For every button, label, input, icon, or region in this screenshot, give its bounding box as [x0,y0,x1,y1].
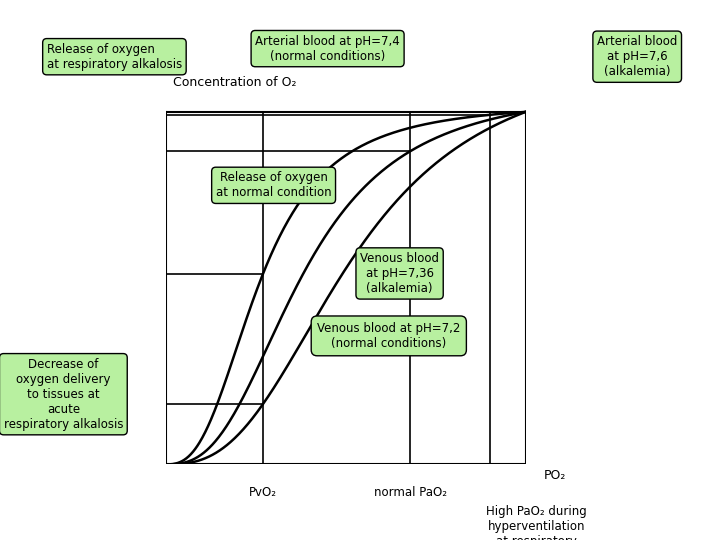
Text: Concentration of O₂: Concentration of O₂ [0,539,1,540]
Text: High PaO₂ during
hyperventilation
at respiratory
alkalosis: High PaO₂ during hyperventilation at res… [486,505,587,540]
Text: Release of oxygen
at respiratory alkalosis: Release of oxygen at respiratory alkalos… [47,43,182,71]
Text: Venous blood
at pH=7,36
(alkalemia): Venous blood at pH=7,36 (alkalemia) [360,252,439,295]
Text: PO₂: PO₂ [0,539,1,540]
Text: Decrease of
oxygen delivery
to tissues at
acute
respiratory alkalosis: Decrease of oxygen delivery to tissues a… [4,357,123,431]
Text: Release of oxygen
at normal condition: Release of oxygen at normal condition [216,171,331,199]
Text: Concentration of O₂: Concentration of O₂ [173,76,297,89]
Text: PvO₂: PvO₂ [0,539,1,540]
Text: PO₂: PO₂ [544,469,566,482]
Text: Arterial blood
at pH=7,6
(alkalemia): Arterial blood at pH=7,6 (alkalemia) [597,35,678,78]
Text: PvO₂: PvO₂ [249,486,276,499]
Text: normal PaO₂: normal PaO₂ [374,486,447,499]
Text: Arterial blood at pH=7,4
(normal conditions): Arterial blood at pH=7,4 (normal conditi… [255,35,400,63]
Text: normal PaO₂: normal PaO₂ [0,539,1,540]
Text: Venous blood at pH=7,2
(normal conditions): Venous blood at pH=7,2 (normal condition… [317,322,461,350]
